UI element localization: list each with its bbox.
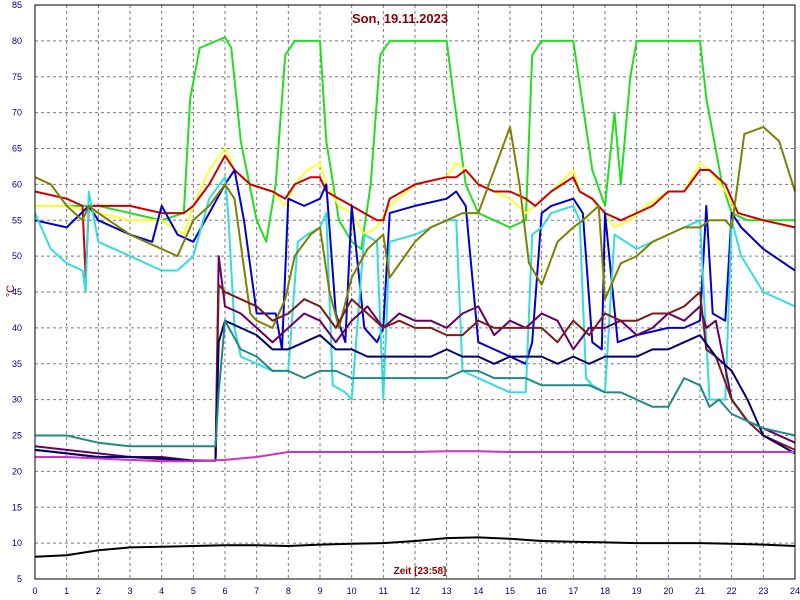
y-tick-label: 25 <box>12 431 22 441</box>
y-tick-label: 15 <box>12 502 22 512</box>
series-line-5 <box>34 176 796 401</box>
x-tick-label: 8 <box>286 586 291 596</box>
series-line-12 <box>34 536 796 558</box>
series-line-1 <box>35 36 795 250</box>
x-tick-label: 16 <box>537 586 547 596</box>
y-tick-label: 40 <box>12 323 22 333</box>
x-tick-label: 13 <box>442 586 452 596</box>
y-tick-label: 60 <box>12 179 22 189</box>
series-line-6 <box>34 126 796 329</box>
x-tick-labels: 0 1 2 3 4 5 6 7 8 9 10 11 12 13 14 15 16 17 18 19 20 21 22 23 24 <box>32 586 800 596</box>
x-tick-label: 19 <box>632 586 642 596</box>
x-tick-label: 12 <box>410 586 420 596</box>
x-tick-label: 18 <box>600 586 610 596</box>
chart-title: Son, 19.11.2023 <box>352 11 448 26</box>
x-tick-label: 17 <box>568 586 578 596</box>
y-tick-label: 75 <box>12 72 22 82</box>
y-tick-label: 85 <box>12 0 22 10</box>
series-line-4 <box>34 169 796 365</box>
series-line-10 <box>35 319 796 448</box>
x-tick-label: 10 <box>347 586 357 596</box>
x-tick-label: 6 <box>222 586 227 596</box>
y-tick-labels: 5 10 15 20 25 30 35 40 45 50 55 60 65 70 75 80 85 <box>12 0 22 584</box>
y-tick-label: 45 <box>12 287 22 297</box>
x-tick-label: 7 <box>254 586 259 596</box>
x-tick-label: 3 <box>127 586 132 596</box>
series-group <box>34 36 796 558</box>
x-tick-label: 20 <box>663 586 673 596</box>
y-tick-label: 80 <box>12 36 22 46</box>
x-tick-label: 22 <box>727 586 737 596</box>
series-line-8 <box>34 283 796 462</box>
x-tick-label: 21 <box>695 586 705 596</box>
y-tick-label: 50 <box>12 251 22 261</box>
y-tick-label: 35 <box>12 359 22 369</box>
y-tick-label: 55 <box>12 215 22 225</box>
series-line-3 <box>34 154 796 279</box>
x-tick-label: 1 <box>64 586 69 596</box>
x-tick-label: 15 <box>505 586 515 596</box>
y-tick-label: 5 <box>17 574 22 584</box>
x-tick-label: 0 <box>32 586 37 596</box>
y-tick-label: 20 <box>12 466 22 476</box>
y-tick-label: 10 <box>12 538 22 548</box>
series-line-9 <box>34 319 796 462</box>
x-tick-label: 23 <box>758 586 768 596</box>
x-tick-label: 4 <box>159 586 164 596</box>
series-line-7 <box>34 255 796 462</box>
x-tick-label: 24 <box>790 586 800 596</box>
x-tick-label: 2 <box>96 586 101 596</box>
y-tick-label: 65 <box>12 144 22 154</box>
y-tick-label: 30 <box>12 395 22 405</box>
x-tick-label: 14 <box>473 586 483 596</box>
x-tick-label: 11 <box>379 586 388 596</box>
x-axis-label: Zeit [23:58] <box>394 566 447 577</box>
y-tick-label: 70 <box>12 108 22 118</box>
x-tick-label: 5 <box>191 586 196 596</box>
y-axis-label: °C <box>5 285 17 297</box>
x-tick-label: 9 <box>317 586 322 596</box>
series-line-11 <box>35 450 795 463</box>
plot-frame <box>34 4 796 580</box>
